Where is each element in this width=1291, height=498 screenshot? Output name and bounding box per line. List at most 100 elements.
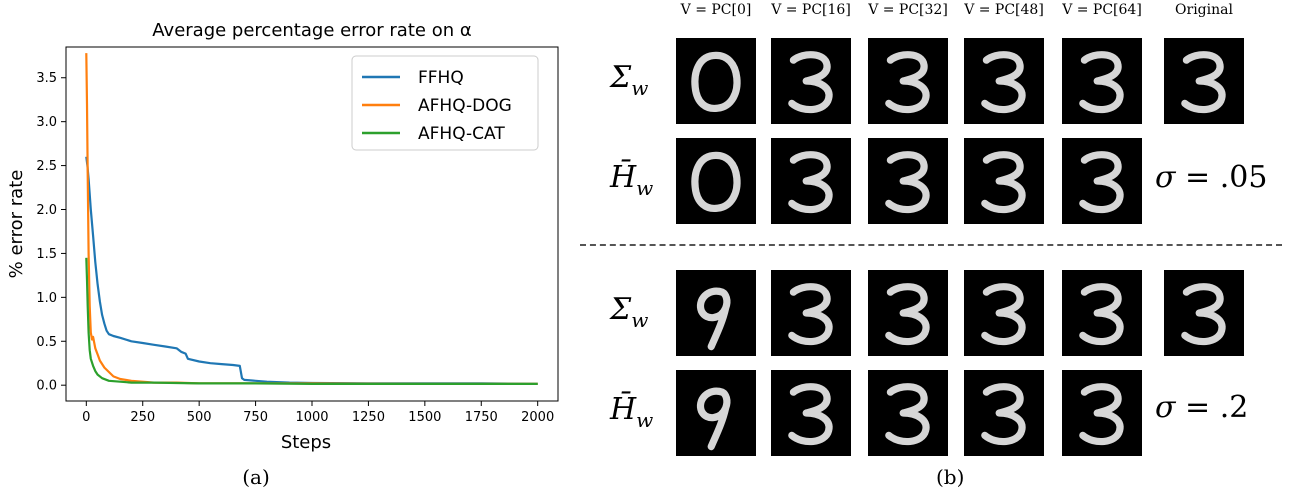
row-label-subscript: w [631, 76, 649, 100]
digit-thumbnail [676, 270, 756, 356]
digit-thumbnail [868, 138, 948, 224]
sigma-symbol: σ [1155, 390, 1176, 425]
digit-thumbnail [964, 370, 1044, 456]
sigma-label: σ = .05 [1155, 160, 1267, 195]
digit-thumbnail [676, 370, 756, 456]
digit-image [885, 283, 930, 346]
reconstruction-grid: V = PC[0] V = PC[16] V = PC[32] V = PC[48] V… [580, 0, 1291, 498]
legend-label: AFHQ-CAT [418, 124, 505, 144]
digit-image [885, 151, 930, 214]
row-label: Σw [610, 60, 648, 100]
digit-thumbnail [676, 38, 756, 124]
x-axis-label: Steps [281, 432, 331, 453]
error-rate-chart: Average percentage error rate on α 0 250 5… [6, 20, 559, 489]
x-tick-label: 2000 [521, 410, 554, 425]
chart-title: Average percentage error rate on α [152, 20, 471, 41]
digit-thumbnail [964, 138, 1044, 224]
y-tick-label: 1.0 [36, 291, 57, 306]
legend-label: AFHQ-DOG [418, 96, 512, 116]
y-axis-ticks: 0.0 0.5 1.0 1.5 2.0 2.5 3.0 3.5 [36, 71, 66, 394]
x-tick-label: 0 [82, 410, 90, 425]
column-header: V = PC[32] [868, 2, 948, 18]
digit-thumbnail [964, 270, 1044, 356]
sigma-label: σ = .2 [1155, 390, 1248, 425]
row-label: H̄w [610, 392, 653, 432]
digit-thumbnail [1062, 138, 1142, 224]
digit-image [1079, 51, 1124, 114]
row-label: Σw [610, 292, 648, 332]
digit-thumbnail [1062, 370, 1142, 456]
column-header: V = PC[0] [680, 2, 752, 18]
digit-thumbnail [771, 138, 851, 224]
row-label-subscript: w [636, 176, 654, 200]
digit-image [691, 51, 741, 113]
digit-image [981, 151, 1026, 214]
digit-image [788, 51, 833, 114]
sigma-value: = .05 [1175, 160, 1268, 195]
x-tick-label: 1500 [408, 410, 441, 425]
digit-image [981, 283, 1026, 346]
digit-thumbnail [868, 270, 948, 356]
digit-thumbnail [1062, 270, 1142, 356]
legend-box [351, 55, 539, 151]
digit-image [788, 283, 833, 346]
x-tick-label: 250 [130, 410, 155, 425]
y-tick-label: 3.0 [36, 115, 57, 130]
digit-image [1079, 283, 1124, 346]
digit-image [885, 383, 930, 446]
panel-b-caption: (b) [936, 465, 965, 489]
digit-thumbnail [1164, 38, 1244, 124]
digit-image [885, 51, 930, 114]
column-header: V = PC[48] [964, 2, 1044, 18]
digit-image [981, 51, 1026, 114]
row-label-symbol: H̄ [610, 392, 637, 427]
digit-image [788, 383, 833, 446]
x-tick-label: 1000 [295, 410, 328, 425]
dashed-divider [580, 244, 1282, 246]
y-tick-label: 2.0 [36, 203, 57, 218]
x-tick-label: 1250 [352, 410, 385, 425]
y-tick-label: 0.0 [36, 379, 57, 394]
series-layer [85, 53, 538, 385]
y-axis-label: % error rate [6, 170, 27, 279]
row-label: H̄w [610, 160, 653, 200]
panel-a-caption: (a) [242, 465, 270, 489]
row-label-symbol: H̄ [610, 160, 637, 195]
legend-label: FFHQ [418, 68, 464, 88]
digit-image [788, 151, 833, 214]
digit-image [691, 151, 741, 213]
row-label-symbol: Σ [610, 292, 632, 327]
digit-thumbnail [1164, 270, 1244, 356]
x-axis-ticks: 0 250 500 750 1000 1250 1500 1750 2000 [82, 401, 554, 425]
row-label-subscript: w [631, 308, 649, 332]
digit-image [696, 287, 731, 351]
sigma-value: = .2 [1175, 390, 1249, 425]
digit-thumbnail [868, 370, 948, 456]
row-label-symbol: Σ [610, 60, 632, 95]
digit-image [696, 387, 731, 451]
digit-image [1181, 51, 1226, 114]
digit-image [1181, 283, 1226, 346]
column-header: Original [1175, 2, 1233, 18]
series-line-afhq-cat [85, 257, 538, 385]
digit-thumbnail [771, 270, 851, 356]
sigma-symbol: σ [1155, 160, 1176, 195]
y-tick-label: 0.5 [36, 335, 57, 350]
digit-image [981, 383, 1026, 446]
digit-image [1079, 151, 1124, 214]
x-tick-label: 500 [187, 410, 212, 425]
y-tick-label: 2.5 [36, 159, 57, 174]
legend: FFHQ AFHQ-DOG AFHQ-CAT [351, 55, 539, 151]
row-label-subscript: w [636, 408, 654, 432]
column-header: V = PC[64] [1062, 2, 1142, 18]
digit-thumbnail [771, 38, 851, 124]
y-tick-label: 3.5 [36, 71, 57, 86]
x-tick-label: 1750 [465, 410, 498, 425]
digit-image [1079, 383, 1124, 446]
y-tick-label: 1.5 [36, 247, 57, 262]
digit-thumbnail [1062, 38, 1142, 124]
digit-thumbnail [676, 138, 756, 224]
digit-thumbnail [868, 38, 948, 124]
column-header: V = PC[16] [771, 2, 851, 18]
digit-thumbnail [964, 38, 1044, 124]
